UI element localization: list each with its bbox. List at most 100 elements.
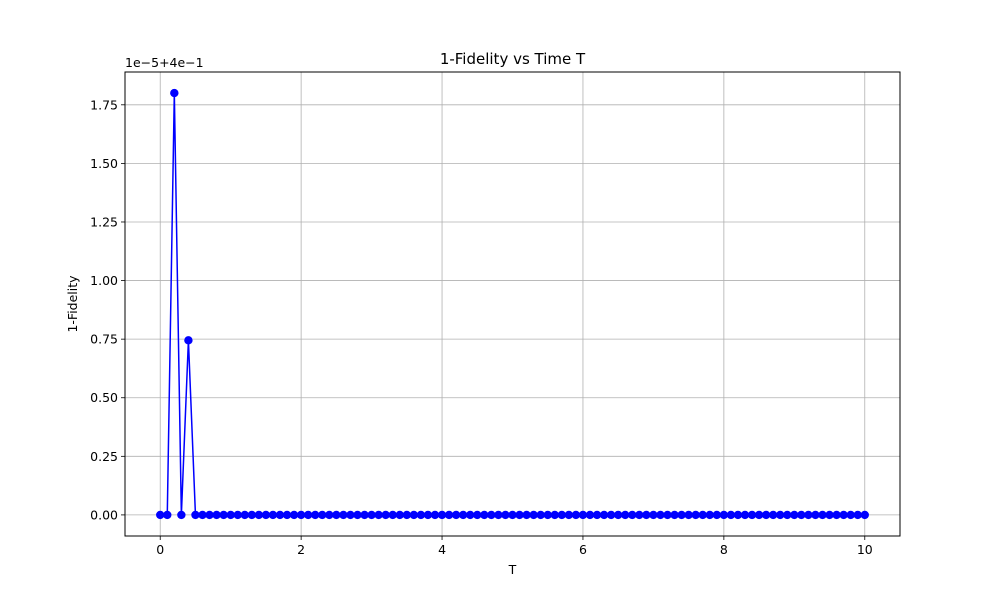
data-point xyxy=(346,510,355,520)
y-tick-label: 1.00 xyxy=(90,273,118,288)
data-point xyxy=(712,510,722,520)
data-point xyxy=(557,510,567,520)
y-tick-label: 0.25 xyxy=(90,449,118,464)
data-point xyxy=(564,510,574,520)
data-point xyxy=(649,510,658,520)
data-point xyxy=(501,510,510,520)
data-point xyxy=(219,510,228,520)
data-point xyxy=(205,510,214,520)
data-point xyxy=(451,510,461,520)
data-point xyxy=(240,510,249,520)
x-tick-label: 8 xyxy=(720,542,728,557)
data-point xyxy=(289,510,299,520)
data-point xyxy=(578,510,588,520)
data-point xyxy=(571,510,581,520)
y-tick-label: 0.75 xyxy=(90,332,118,347)
data-point xyxy=(677,510,686,520)
data-point xyxy=(268,510,278,520)
x-tick-label: 6 xyxy=(579,542,587,557)
data-point xyxy=(613,510,623,520)
data-point xyxy=(170,88,179,98)
data-point xyxy=(282,510,292,520)
data-point xyxy=(733,510,743,520)
plot-area xyxy=(125,72,900,536)
y-tick-label: 1.50 xyxy=(90,156,118,171)
data-point xyxy=(621,510,630,520)
data-point xyxy=(254,510,264,520)
data-point xyxy=(423,510,433,520)
data-point xyxy=(804,510,813,520)
data-point xyxy=(599,510,609,520)
data-point xyxy=(437,510,447,520)
data-point xyxy=(177,510,186,520)
y-tick-label: 0.50 xyxy=(90,390,118,405)
data-point xyxy=(754,510,764,520)
data-point xyxy=(825,510,834,520)
data-point xyxy=(529,510,538,520)
data-point xyxy=(374,510,383,520)
data-point xyxy=(402,510,412,520)
data-point xyxy=(656,510,665,520)
data-point xyxy=(198,510,207,520)
data-point xyxy=(473,510,482,520)
data-point xyxy=(705,510,714,520)
data-point xyxy=(790,510,799,520)
data-point xyxy=(783,510,792,520)
y-tick-label: 1.75 xyxy=(90,97,118,112)
plot-frame xyxy=(124,71,901,537)
data-point xyxy=(184,336,193,345)
data-point xyxy=(430,510,440,520)
data-point xyxy=(381,510,390,520)
x-tick-label: 0 xyxy=(156,542,164,557)
grid xyxy=(125,72,900,536)
data-point xyxy=(416,510,426,520)
data-point xyxy=(466,510,475,520)
data-point xyxy=(670,510,679,520)
data-series xyxy=(156,88,869,520)
data-point xyxy=(409,510,419,520)
x-tick-label: 4 xyxy=(438,542,446,557)
data-point xyxy=(543,510,552,520)
data-point xyxy=(311,510,320,520)
data-point xyxy=(797,510,806,520)
data-point xyxy=(522,510,531,520)
data-point xyxy=(458,510,468,520)
data-point xyxy=(761,510,771,520)
data-point xyxy=(296,510,306,520)
data-point xyxy=(832,510,841,520)
x-tick-label: 10 xyxy=(857,542,873,557)
data-point xyxy=(719,510,729,520)
axis-ticks: 0 2 4 6 8 10 0.00 0.25 0.50 0.75 1.00 1.25 1.50 1.75 xyxy=(90,97,873,557)
data-point xyxy=(747,510,757,520)
y-tick-label: 1.25 xyxy=(90,214,118,229)
y-axis-label: 1-Fidelity xyxy=(65,275,80,333)
data-point xyxy=(332,510,341,520)
data-point xyxy=(261,510,271,520)
data-point xyxy=(818,510,827,520)
data-point xyxy=(726,510,736,520)
data-point xyxy=(811,510,820,520)
data-point xyxy=(212,510,221,520)
data-point xyxy=(318,510,327,520)
data-point xyxy=(163,510,172,520)
data-point xyxy=(642,510,651,520)
data-point xyxy=(191,510,200,520)
data-point xyxy=(303,510,313,520)
chart-title: 1-Fidelity vs Time T xyxy=(440,50,586,68)
data-point xyxy=(275,510,285,520)
data-point xyxy=(233,510,242,520)
data-point xyxy=(663,510,672,520)
data-point xyxy=(360,510,369,520)
data-point xyxy=(226,510,235,520)
data-point xyxy=(395,510,404,520)
data-point xyxy=(585,510,595,520)
data-point xyxy=(480,510,489,520)
data-point xyxy=(487,510,496,520)
data-point xyxy=(444,510,454,520)
y-tick-label: 0.00 xyxy=(90,507,118,522)
data-point xyxy=(839,510,848,520)
data-point xyxy=(635,510,644,520)
data-point xyxy=(247,510,257,520)
data-point xyxy=(740,510,750,520)
